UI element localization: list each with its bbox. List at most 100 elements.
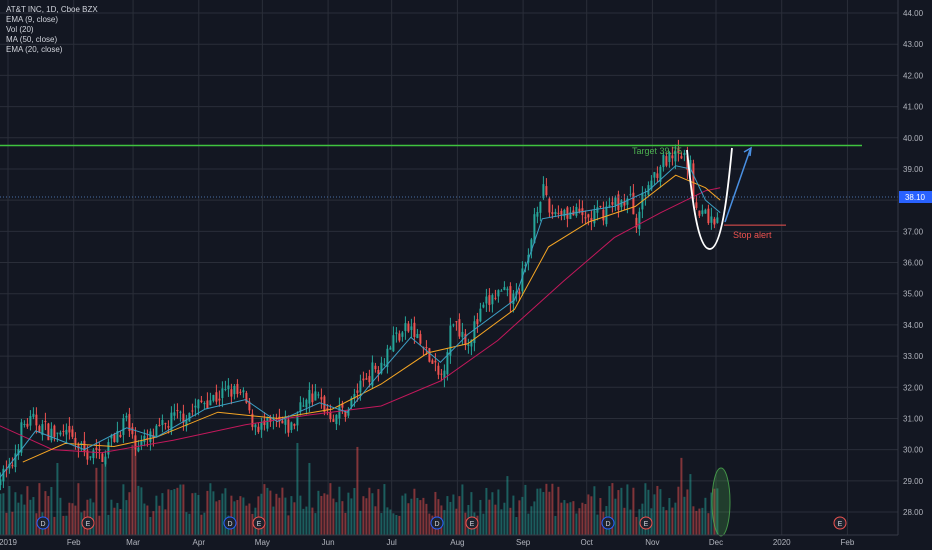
legend-ma50[interactable]: MA (50, close) [6, 35, 58, 44]
volume-bar [275, 493, 278, 535]
volume-bar [635, 516, 638, 535]
candle-body [266, 417, 269, 429]
volume-bar [257, 496, 260, 535]
volume-bar [395, 514, 398, 535]
candle-body [0, 479, 2, 486]
candle-body [650, 180, 653, 189]
volume-bar [17, 502, 20, 535]
x-tick-label: Jun [322, 538, 335, 547]
volume-bar [47, 496, 50, 535]
candle-body [317, 394, 320, 396]
candle-body [491, 295, 494, 305]
volume-bar [530, 506, 533, 535]
volume-bar [362, 496, 365, 535]
legend-ema9[interactable]: EMA (9, close) [6, 15, 59, 24]
volume-bar [218, 500, 221, 535]
candle-body [17, 449, 20, 456]
volume-bar [404, 493, 407, 535]
volume-bar [686, 489, 689, 535]
volume-bar [92, 502, 95, 535]
candle-body [662, 154, 665, 168]
y-tick-label: 28.00 [903, 508, 924, 517]
x-tick-label: Feb [67, 538, 81, 547]
candle-body [269, 417, 272, 422]
candle-body [443, 370, 446, 379]
candle-body [305, 399, 308, 408]
candle-body [143, 435, 146, 443]
volume-bar [668, 497, 671, 535]
volume-bar [281, 487, 284, 535]
candle-body [290, 422, 293, 431]
candle-body [386, 348, 389, 367]
candle-body [707, 208, 710, 224]
candle-body [44, 421, 47, 423]
candle-body [593, 210, 596, 224]
volume-bar [167, 489, 170, 535]
candle-body [50, 428, 53, 441]
volume-bar [632, 487, 635, 535]
legend-ema20[interactable]: EMA (20, close) [6, 45, 63, 54]
volume-bar [629, 509, 632, 535]
target-label: Target 39.75 [632, 146, 682, 156]
ma50-line [0, 187, 721, 454]
event-marker-label: D [605, 521, 610, 528]
candle-body [326, 408, 329, 410]
volume-bar [245, 505, 248, 535]
candle-body [89, 456, 92, 458]
volume-bar [155, 495, 158, 535]
candle-body [65, 429, 68, 435]
volume-bar [71, 503, 74, 535]
candle-body [209, 400, 212, 406]
volume-bar [341, 501, 344, 535]
candle-body [146, 437, 149, 439]
candle-body [557, 212, 560, 214]
volume-bar [512, 495, 515, 535]
price-tag-box [899, 191, 932, 204]
candle-body [308, 389, 311, 404]
volume-bar [365, 498, 368, 535]
volume-bar [539, 488, 542, 535]
volume-bar [353, 488, 356, 535]
price-tag-label: 38.10 [905, 193, 926, 202]
volume-bar [20, 494, 23, 535]
volume-bar [470, 492, 473, 535]
volume-bar [122, 484, 125, 535]
volume-bar [269, 490, 272, 535]
candle-body [683, 152, 686, 156]
y-tick-label: 37.00 [903, 227, 924, 236]
y-tick-label: 39.00 [903, 165, 924, 174]
volume-bar [458, 496, 461, 535]
volume-bar [263, 484, 266, 535]
candle-body [32, 413, 35, 417]
candle-body [194, 405, 197, 408]
candle-body [71, 429, 74, 437]
candle-body [107, 442, 110, 455]
candle-body [215, 392, 218, 402]
volume-bar [665, 510, 668, 535]
volume-bar [653, 494, 656, 535]
candle-body [218, 398, 221, 401]
y-tick-label: 36.00 [903, 259, 924, 268]
candle-body [47, 423, 50, 441]
volume-bar [68, 502, 71, 535]
volume-bar [59, 497, 62, 535]
symbol-title[interactable]: AT&T INC, 1D, Cboe BZX [6, 5, 98, 14]
volume-bar [194, 492, 197, 535]
volume-bar [188, 513, 191, 535]
legend-volume[interactable]: Vol (20) [6, 25, 34, 34]
volume-bar [26, 486, 29, 535]
candle-body [617, 194, 620, 211]
candle-body [458, 319, 461, 337]
volume-bar [173, 489, 176, 535]
candle-body [632, 192, 635, 215]
volume-bar [98, 515, 101, 535]
volume-bar [350, 498, 353, 535]
candle-body [395, 332, 398, 334]
volume-bar [8, 485, 11, 535]
volume-bar [623, 507, 626, 535]
candle-body [716, 217, 719, 223]
volume-bar [317, 490, 320, 535]
volume-bar [416, 497, 419, 535]
dividend-marker [36, 516, 50, 530]
